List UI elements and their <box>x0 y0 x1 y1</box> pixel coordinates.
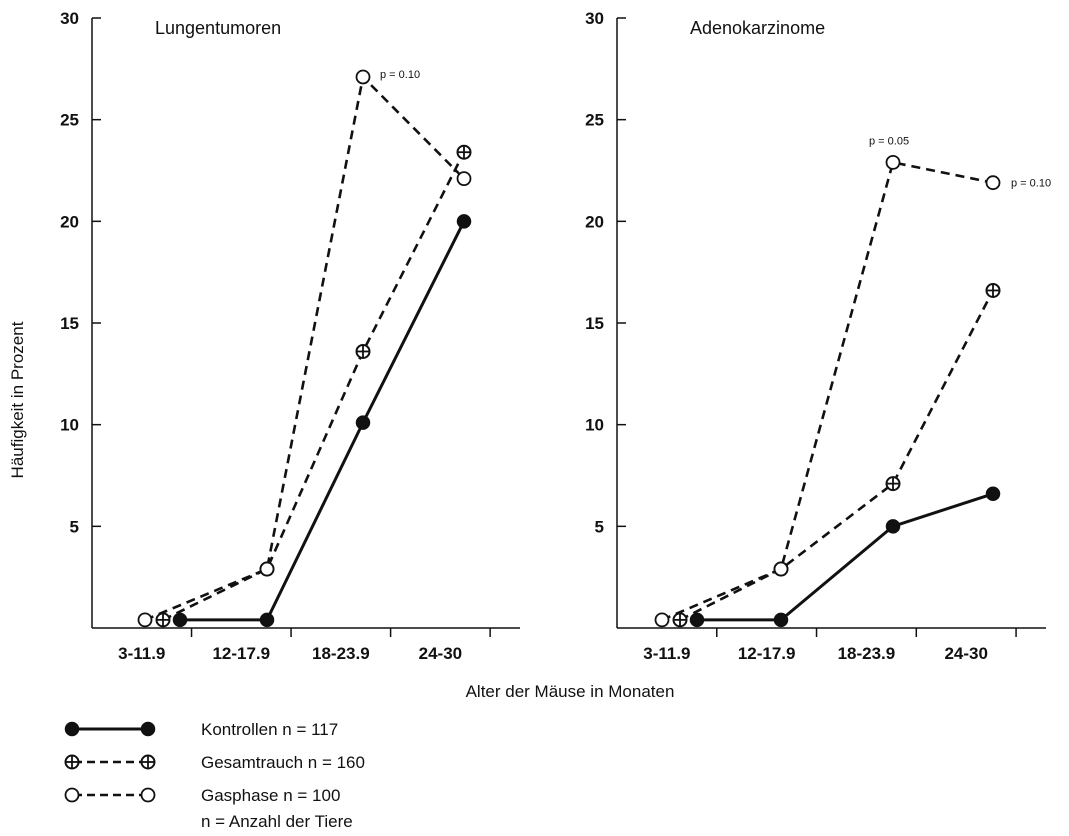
y-tick-label: 25 <box>585 111 604 130</box>
x-tick-label: 24-30 <box>944 644 987 663</box>
legend-marker <box>64 754 80 770</box>
x-tick-label: 3-11.9 <box>643 644 690 663</box>
data-point-series-0 <box>985 486 1001 502</box>
legend-label: Gesamtrauch n = 160 <box>201 753 365 772</box>
y-tick-label: 15 <box>60 314 79 333</box>
data-point-series-1 <box>155 612 171 628</box>
legend-item: Kontrollen n = 117 <box>64 720 338 739</box>
y-tick-label: 10 <box>585 416 604 435</box>
chart-panel-adenokarzinome: 5 10 15 20 25 30 3-11.9 12-17.9 18-23.9 24-30 Aden… <box>585 9 1051 663</box>
y-tick-label: 20 <box>585 212 604 231</box>
y-tick-label: 15 <box>585 314 604 333</box>
data-point-series-0 <box>456 214 472 229</box>
series-line-2 <box>144 74 465 622</box>
x-tick-label: 18-23.9 <box>838 644 896 663</box>
data-point-series-0 <box>355 415 371 430</box>
series-line-2 <box>661 160 994 622</box>
p-value-annotation: p = 0.10 <box>1011 178 1051 190</box>
x-tick-label: 3-11.9 <box>118 644 165 663</box>
y-tick-label: 30 <box>585 9 604 28</box>
y-tick-label: 5 <box>595 517 604 536</box>
legend-marker <box>64 721 80 737</box>
legend-marker <box>140 787 156 803</box>
x-tick-label: 12-17.9 <box>212 644 270 663</box>
series-line-0 <box>180 220 466 622</box>
data-point-series-0 <box>773 612 789 628</box>
chart-panel-lungentumoren: 5 10 15 20 25 30 3-11.9 12-17.9 18-23.9 24-30 Lung… <box>60 9 520 663</box>
x-tick-label: 12-17.9 <box>738 644 796 663</box>
data-point-series-2 <box>456 171 472 187</box>
legend-label: Kontrollen n = 117 <box>201 720 338 739</box>
y-tick-label: 20 <box>60 212 79 231</box>
legend-footnote: n = Anzahl der Tiere <box>201 812 353 831</box>
data-point-series-2 <box>885 154 901 170</box>
data-point-series-0 <box>885 519 901 534</box>
y-tick-label: 5 <box>70 517 79 536</box>
x-tick-label: 24-30 <box>419 644 462 663</box>
y-tick-label: 10 <box>60 416 79 435</box>
data-point-series-1 <box>355 343 371 359</box>
data-point-series-2 <box>654 612 670 628</box>
series-line-1 <box>162 151 466 622</box>
legend-marker <box>64 787 80 803</box>
data-point-series-2 <box>137 612 153 628</box>
chart-title: Lungentumoren <box>155 18 281 38</box>
legend: Kontrollen n = 117 Gesamtrauch n = 160 Gas… <box>64 720 365 831</box>
legend-marker <box>140 754 156 770</box>
legend-label: Gasphase n = 100 <box>201 786 340 805</box>
y-tick-label: 25 <box>60 111 79 130</box>
data-point-series-1 <box>672 612 688 628</box>
p-value-annotation: p = 0.10 <box>380 69 420 81</box>
data-point-series-2 <box>773 561 789 577</box>
x-tick-label: 18-23.9 <box>312 644 370 663</box>
data-point-series-2 <box>259 561 275 577</box>
data-point-series-1 <box>885 476 901 492</box>
series-line-0 <box>697 492 994 622</box>
x-axis-title: Alter der Mäuse in Monaten <box>466 682 675 701</box>
chart-title: Adenokarzinome <box>690 18 825 38</box>
data-point-series-2 <box>985 175 1001 191</box>
legend-item: Gesamtrauch n = 160 <box>64 753 365 772</box>
legend-item: Gasphase n = 100 <box>64 786 340 805</box>
series-line-1 <box>679 289 995 622</box>
data-point-series-0 <box>689 612 705 628</box>
p-value-annotation: p = 0.05 <box>869 135 909 147</box>
y-tick-label: 30 <box>60 9 79 28</box>
y-axis-title: Häufigkeit in Prozent <box>8 321 27 478</box>
data-point-series-1 <box>456 144 472 160</box>
legend-marker <box>140 721 156 737</box>
data-point-series-0 <box>172 612 188 628</box>
data-point-series-2 <box>355 69 371 85</box>
data-point-series-1 <box>985 282 1001 298</box>
data-point-series-0 <box>259 612 275 628</box>
